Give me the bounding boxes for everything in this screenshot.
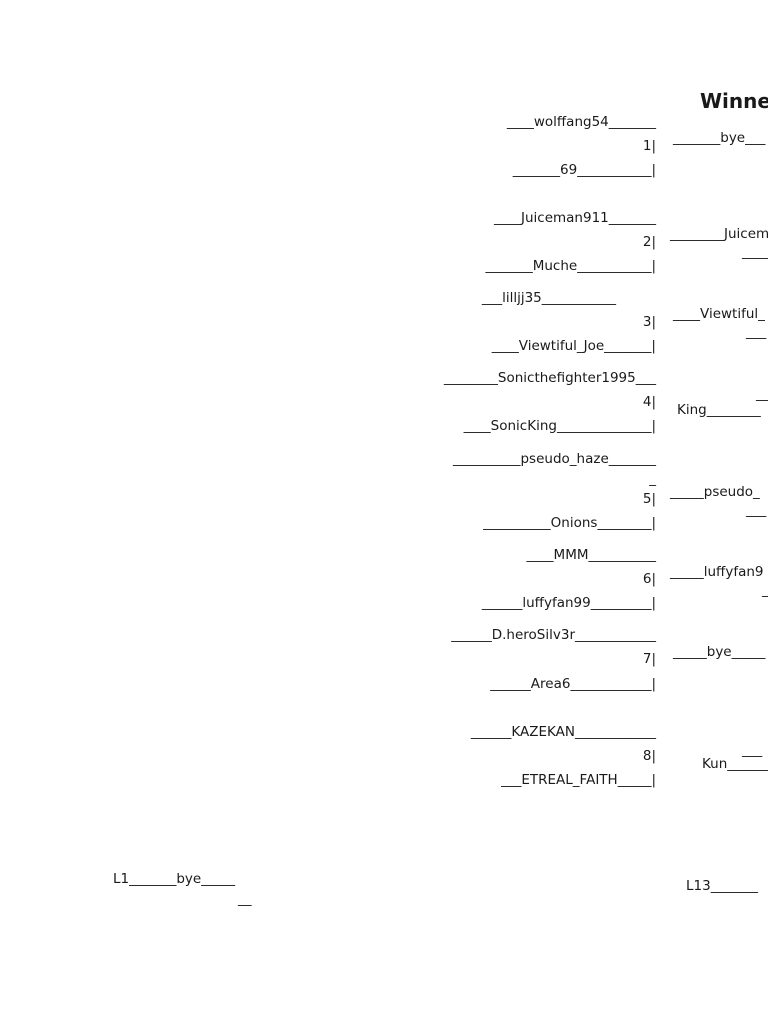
match-3-number: 3| — [642, 314, 656, 330]
round-2-connector: ____ — [742, 244, 768, 260]
match-5-top-player: __________pseudo_haze_______ — [452, 451, 656, 467]
round-2-connector: __ — [756, 386, 768, 402]
round-2-entry: Kun_______ — [702, 756, 768, 772]
match-7-top-player: ______D.heroSilv3r____________ — [451, 627, 656, 643]
match-2-number: 2| — [642, 234, 656, 250]
round-2-entry: ________Juicem — [670, 226, 768, 242]
match-1-number: 1| — [642, 138, 656, 154]
match-1-bottom-player: _______69___________| — [512, 162, 656, 178]
round-2-entry: King________ — [677, 402, 761, 418]
match-8-bottom-player: ___ETREAL_FAITH_____| — [501, 772, 656, 788]
round-2-entry: ____Viewtiful_ — [673, 306, 765, 322]
bracket-title: Winne — [700, 89, 768, 113]
round-2-connector: ___ — [746, 324, 767, 340]
match-5-number: 5| — [642, 491, 656, 507]
round-2-connector: ___ — [742, 742, 763, 758]
match-8-top-player: ______KAZEKAN____________ — [470, 724, 656, 740]
match-6-number: 6| — [642, 571, 656, 587]
match-5-connector: _ — [649, 471, 656, 487]
round-2-entry: _____bye_____ — [673, 644, 766, 660]
match-4-bottom-player: ____SonicKing______________| — [463, 418, 656, 434]
match-8-number: 8| — [642, 748, 656, 764]
round-2-entry: _______bye___ — [673, 130, 766, 146]
match-7-number: 7| — [642, 651, 656, 667]
round-2-connector: ___ — [746, 502, 767, 518]
round-2-entry: _____pseudo_ — [670, 484, 760, 500]
match-3-bottom-player: ____Viewtiful_Joe_______| — [491, 338, 656, 354]
losers-round-entry: L13_______ — [686, 878, 758, 894]
match-1-top-player: ____wolffang54_______ — [506, 114, 656, 130]
match-2-top-player: ____Juiceman911_______ — [493, 210, 656, 226]
match-6-bottom-player: ______luffyfan99_________| — [481, 595, 656, 611]
losers-match-1: L1_______bye_____ — [113, 871, 235, 887]
match-5-bottom-player: __________Onions________| — [483, 515, 656, 531]
match-4-top-player: ________Sonicthefighter1995___ — [443, 370, 656, 386]
round-2-connector: _ — [762, 582, 768, 598]
match-4-number: 4| — [642, 394, 656, 410]
match-2-bottom-player: _______Muche___________| — [485, 258, 656, 274]
match-6-top-player: ____MMM__________ — [526, 547, 656, 563]
losers-match-1-connector: __ — [238, 891, 252, 907]
round-2-entry: _____luffyfan9 — [670, 564, 764, 580]
match-3-top-player: ___lilljj35___________ — [481, 290, 616, 306]
match-7-bottom-player: ______Area6____________| — [490, 676, 656, 692]
